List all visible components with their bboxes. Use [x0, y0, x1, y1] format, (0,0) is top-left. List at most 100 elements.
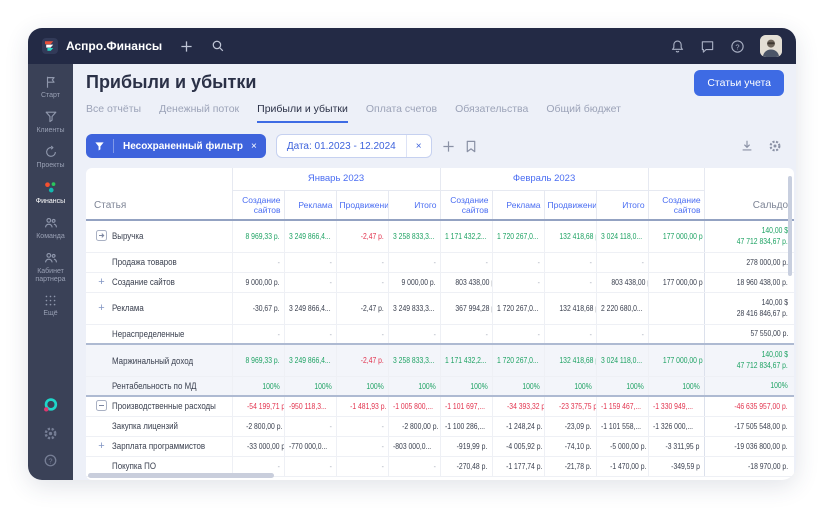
value-cell: -54 199,71 р.: [231, 396, 284, 417]
value-cell: -1 005 800,...: [387, 396, 441, 417]
svg-text:?: ?: [48, 456, 52, 465]
vertical-scrollbar[interactable]: [788, 176, 792, 276]
value-cell: -23,09 р.: [543, 416, 597, 437]
row-label-cell[interactable]: + Зарплата программистов: [86, 436, 232, 457]
projects-icon: [44, 145, 58, 159]
row-plus-icon[interactable]: +: [98, 440, 105, 452]
sidebar-item-finance[interactable]: Финансы: [28, 180, 73, 206]
unsaved-filter-chip[interactable]: Несохраненный фильтр ×: [86, 134, 266, 158]
row-plus-icon[interactable]: +: [98, 302, 105, 314]
saldo-cell: 278 000,00 р.: [703, 252, 794, 273]
value-cell: -: [283, 416, 336, 437]
horizontal-scrollbar[interactable]: [88, 473, 274, 478]
sidebar-item-team[interactable]: Команда: [28, 216, 73, 241]
add-icon[interactable]: [180, 40, 193, 53]
sidebar-item-label: Финансы: [35, 198, 66, 205]
value-cell: 100%: [543, 376, 597, 397]
value-cell: -: [543, 272, 597, 293]
value-cell: -770 000,0...: [283, 436, 336, 457]
value-cell: -2,47 р.: [335, 220, 388, 253]
support-icon[interactable]: ?: [43, 453, 58, 468]
value-cell: 100%: [335, 376, 388, 397]
value-cell: -: [491, 324, 545, 345]
month-group-january: Январь 2023: [231, 168, 441, 191]
help-icon[interactable]: ?: [730, 39, 745, 54]
filter-chip-close-icon[interactable]: ×: [250, 140, 257, 152]
settings-gear-icon[interactable]: [43, 426, 58, 441]
add-filter-icon[interactable]: [442, 140, 455, 153]
tab-3[interactable]: Прибыли и убытки: [257, 103, 348, 123]
value-cell: -: [595, 324, 649, 345]
value-cell: -: [387, 324, 441, 345]
row-label-cell[interactable]: Производственные расходы: [86, 396, 232, 417]
accounting-articles-button[interactable]: Статьи учета: [694, 70, 784, 96]
finance-icon: [43, 180, 58, 195]
sidebar-item-more[interactable]: Ещё: [28, 294, 73, 318]
chat-icon[interactable]: [700, 39, 715, 54]
value-cell: 100%: [595, 376, 649, 397]
product-logo-icon[interactable]: [42, 397, 59, 414]
value-cell: -: [491, 272, 545, 293]
value-cell: 803 438,00 р.: [439, 272, 493, 293]
value-cell: -: [335, 456, 388, 477]
row-label-cell[interactable]: + Создание сайтов: [86, 272, 232, 293]
download-icon[interactable]: [740, 139, 754, 153]
top-bar: Аспро.Финансы ?: [28, 28, 796, 64]
value-cell: -: [543, 252, 597, 273]
app-window: Аспро.Финансы ? Старт: [28, 28, 796, 480]
subcol-header: Реклама: [283, 190, 336, 221]
subcol-header: Продвижение: [335, 190, 388, 221]
row-label-cell[interactable]: + Реклама: [86, 292, 232, 325]
search-icon[interactable]: [211, 39, 225, 53]
sidebar-item-clients[interactable]: Клиенты: [28, 110, 73, 135]
row-label-cell[interactable]: Выручка: [86, 220, 232, 253]
saldo-cell: -17 505 548,00 р.: [703, 416, 794, 437]
row-label-cell[interactable]: Продажа товаров: [86, 252, 232, 273]
tab-4[interactable]: Оплата счетов: [365, 103, 438, 115]
value-cell: 3 249 833,3...: [387, 292, 441, 325]
more-icon: [44, 294, 57, 307]
value-cell: -: [231, 324, 284, 345]
user-avatar[interactable]: [760, 35, 782, 57]
value-cell: 1 720 267,0...: [491, 220, 545, 253]
value-cell: -2 800,00 р.: [231, 416, 284, 437]
value-cell: 1 171 432,2...: [439, 220, 493, 253]
table-row: Продажа товаров - - - - - - - -278 000,00 р.: [86, 252, 794, 273]
value-cell: 177 000,00 р: [647, 343, 705, 377]
value-cell: -5 000,00 р.: [595, 436, 649, 457]
value-cell: -: [387, 252, 441, 273]
subcol-header: Создание сайтов: [647, 190, 705, 221]
row-plus-icon[interactable]: +: [98, 276, 105, 288]
date-filter-chip[interactable]: Дата: 01.2023 - 12.2024 ×: [275, 134, 432, 158]
row-expand-icon[interactable]: [94, 229, 109, 243]
row-collapse-icon[interactable]: [94, 399, 109, 413]
value-cell: 8 969,33 р.: [231, 220, 284, 253]
tab-5[interactable]: Обязательства: [455, 103, 529, 115]
sidebar-item-partner[interactable]: Кабинет партнера: [28, 251, 73, 284]
value-cell: -: [335, 416, 388, 437]
main-area: Прибыли и убытки Статьи учета Все отчёты…: [73, 64, 796, 480]
value-cell: -: [283, 324, 336, 345]
svg-text:?: ?: [735, 42, 739, 51]
date-filter-close-icon[interactable]: ×: [405, 135, 431, 157]
notifications-bell-icon[interactable]: [670, 39, 685, 54]
value-cell: -1 326 000,...: [647, 416, 705, 437]
sidebar-item-start[interactable]: Старт: [28, 75, 73, 100]
value-cell: -349,59 р: [647, 456, 705, 477]
saldo-cell: -19 036 800,00 р.: [703, 436, 794, 457]
value-cell: -: [283, 272, 336, 293]
bookmark-icon[interactable]: [465, 140, 477, 153]
row-label-cell[interactable]: Закупка лицензий: [86, 416, 232, 437]
row-label-cell[interactable]: Рентабельность по МД: [86, 376, 232, 397]
saldo-cell: 57 550,00 р.: [703, 324, 794, 345]
row-label-cell[interactable]: Маржинальный доход: [86, 343, 232, 377]
row-label-cell[interactable]: Нераспределенные: [86, 324, 232, 345]
tab-6[interactable]: Общий бюджет: [546, 103, 621, 115]
value-cell: 177 000,00 р: [647, 272, 705, 293]
value-cell: 132 418,68 р.: [543, 343, 597, 377]
tab-2[interactable]: Денежный поток: [159, 103, 240, 115]
value-cell: [647, 252, 705, 273]
table-settings-gear-icon[interactable]: [768, 139, 782, 153]
tab-1[interactable]: Все отчёты: [86, 103, 142, 115]
sidebar-item-projects[interactable]: Проекты: [28, 145, 73, 170]
